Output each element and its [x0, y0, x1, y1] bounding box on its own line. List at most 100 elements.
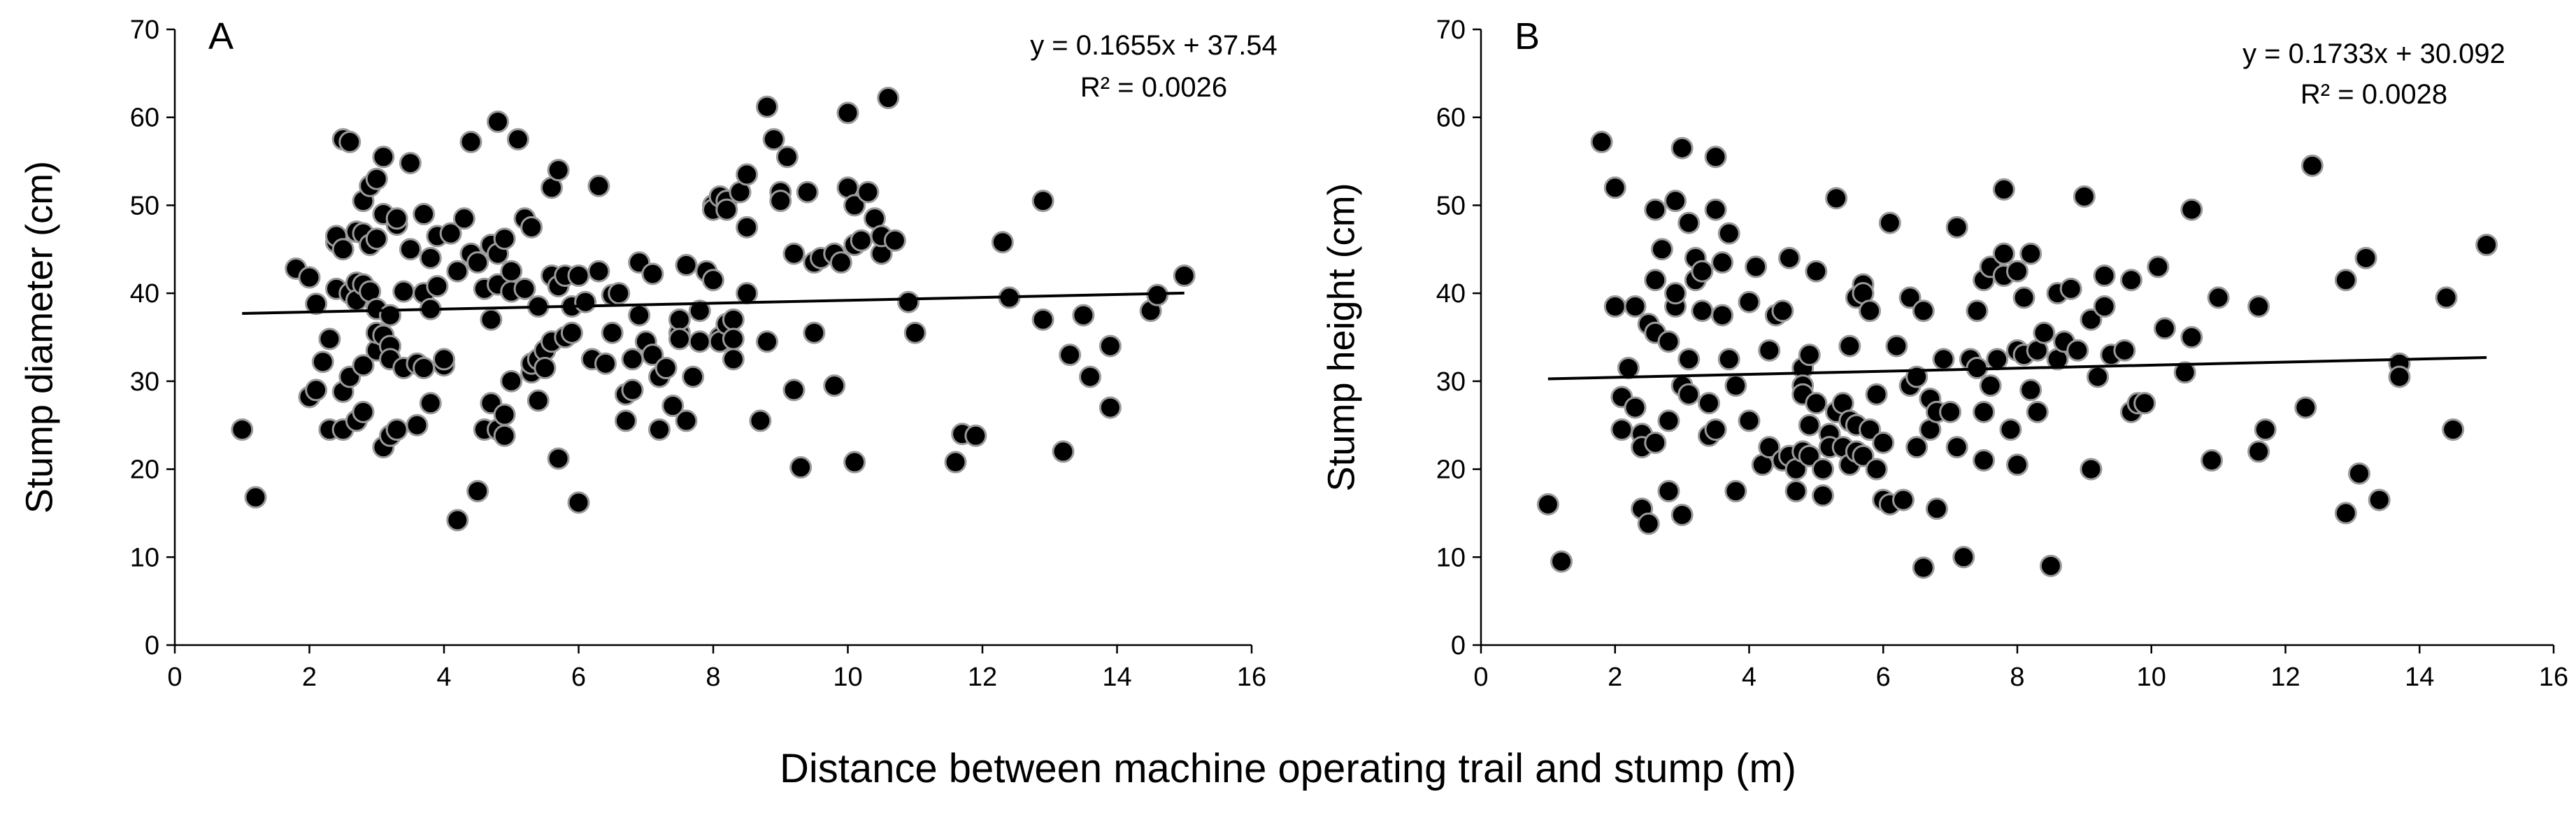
data-point [1079, 365, 1101, 388]
data-point [480, 308, 503, 331]
data-point [1550, 550, 1573, 573]
data-point [756, 330, 778, 353]
data-point [311, 351, 334, 374]
data-point [352, 400, 375, 423]
data-point [385, 418, 408, 441]
data-point [2093, 264, 2116, 287]
data-point [829, 251, 852, 274]
y-axis-title: Stump height (cm) [1320, 183, 1362, 491]
data-point [836, 101, 859, 125]
data-point [1610, 418, 1633, 441]
data-point [520, 215, 543, 239]
y-tick-label: 10 [1436, 543, 1466, 572]
data-point [702, 269, 724, 292]
x-tick-label: 2 [302, 663, 317, 692]
data-point [1859, 299, 1882, 323]
data-point [1939, 400, 1962, 423]
data-point [1979, 374, 2002, 397]
data-point [903, 321, 926, 344]
data-point [352, 354, 375, 377]
data-point [305, 379, 328, 402]
data-point [1865, 383, 1888, 406]
data-point [621, 379, 644, 402]
panel-label: A [208, 15, 234, 57]
data-point [736, 215, 759, 239]
data-point [2475, 234, 2498, 256]
data-point [1664, 190, 1687, 213]
x-tick-label: 14 [1102, 663, 1131, 692]
data-point [1865, 458, 1888, 481]
data-point [1717, 222, 1740, 245]
trendline [1547, 356, 2487, 381]
data-point [1838, 334, 1861, 358]
data-point [2435, 286, 2458, 309]
panel-label: B [1515, 15, 1540, 57]
data-point [399, 152, 422, 175]
x-tick-label: 10 [833, 663, 862, 692]
data-point [459, 130, 482, 153]
data-point [1966, 299, 1989, 323]
data-point [857, 181, 880, 204]
data-point [1657, 480, 1680, 502]
data-point [1798, 413, 1821, 437]
data-point [688, 330, 711, 353]
data-point [1644, 269, 1667, 292]
data-point [1912, 299, 1935, 323]
y-tick-label: 30 [1436, 367, 1466, 397]
trendline-r-squared: R² = 0.0026 [1080, 72, 1227, 103]
data-point [648, 418, 671, 441]
data-point [1173, 264, 1196, 287]
data-point [1644, 198, 1667, 221]
data-point [500, 260, 523, 283]
data-point [1704, 146, 1727, 169]
data-point [843, 194, 866, 217]
data-point [2113, 339, 2136, 362]
data-point [736, 163, 759, 186]
y-tick-label: 10 [130, 543, 159, 572]
x-tick-label: 2 [1608, 663, 1622, 692]
data-point [567, 491, 590, 514]
data-point [399, 238, 422, 261]
data-point [1052, 440, 1075, 463]
trendline-equation: y = 0.1655x + 37.54 [1030, 30, 1278, 61]
data-point [775, 146, 799, 169]
data-point [675, 253, 698, 276]
trendline [242, 291, 1185, 315]
data-point [601, 321, 624, 344]
data-point [567, 264, 590, 287]
x-tick-label: 12 [2270, 663, 2300, 692]
data-point [964, 424, 987, 447]
data-point [2019, 242, 2042, 265]
data-point [419, 246, 442, 269]
data-point [1031, 308, 1054, 331]
data-point [587, 260, 610, 283]
y-axis-title: Stump diameter (cm) [18, 161, 60, 514]
data-point [2300, 154, 2324, 177]
y-tick-label: 0 [1451, 631, 1466, 660]
data-point [1745, 255, 1768, 278]
data-point [1697, 392, 1720, 415]
data-point [413, 203, 436, 225]
data-point [897, 290, 920, 313]
data-point [883, 229, 906, 252]
data-point [1738, 290, 1761, 313]
data-point [722, 308, 745, 331]
data-point [2294, 396, 2317, 419]
x-tick-label: 8 [2010, 663, 2024, 692]
data-point [379, 304, 401, 327]
data-point [2247, 295, 2270, 318]
y-tick-label: 20 [130, 455, 159, 485]
data-point [2039, 554, 2062, 577]
data-point [1778, 246, 1801, 269]
data-point [419, 392, 442, 415]
data-point [2368, 488, 2391, 511]
data-point [1999, 418, 2022, 441]
data-point [500, 369, 523, 393]
data-point [452, 207, 475, 230]
data-point [439, 222, 462, 245]
data-point [506, 128, 529, 151]
data-point [1825, 187, 1848, 210]
x-tick-label: 4 [1742, 663, 1756, 692]
data-point [1603, 176, 1626, 199]
data-point [1805, 260, 1828, 283]
